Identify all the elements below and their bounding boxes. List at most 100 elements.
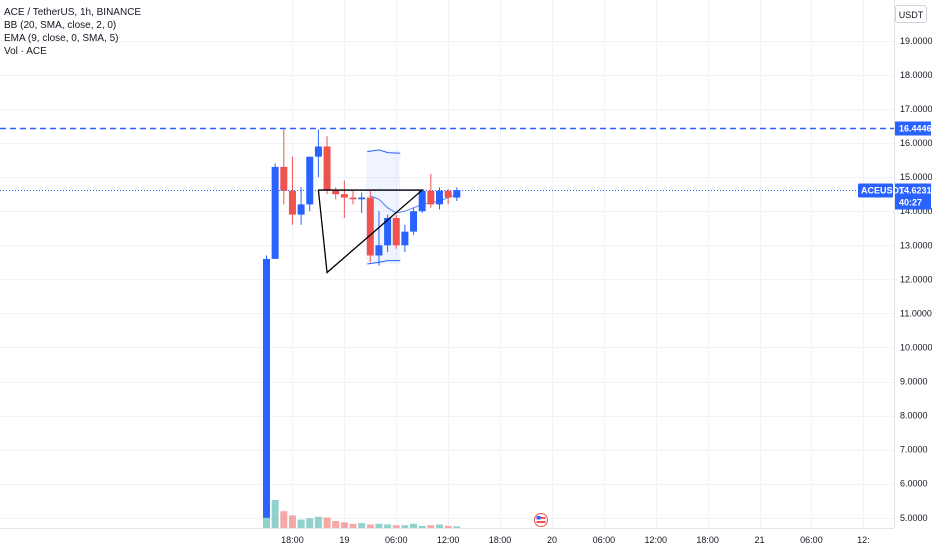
candle-body	[297, 204, 305, 215]
candle-body	[427, 190, 435, 205]
chart-grid	[0, 0, 894, 528]
candle-body	[314, 146, 322, 157]
candle-body	[263, 258, 270, 518]
candle-body	[436, 190, 443, 205]
time-tick-label: 21	[755, 535, 765, 545]
time-tick-label: 12:	[857, 535, 870, 545]
price-tick-label: 16.0000	[900, 138, 932, 148]
price-lines	[0, 127, 894, 191]
volume-bar	[288, 515, 296, 528]
volume-bar	[401, 525, 409, 528]
time-tick-label: 12:00	[644, 535, 667, 545]
candlesticks[interactable]	[263, 129, 461, 518]
volume-bar	[271, 500, 279, 528]
candle-body	[306, 156, 314, 205]
candle-body	[453, 190, 461, 198]
time-tick-label: 18:00	[489, 535, 512, 545]
time-tick-label: 18:00	[281, 535, 304, 545]
price-tick-label: 17.0000	[900, 104, 932, 114]
horizontal-line-tag	[895, 121, 931, 136]
candle-body	[375, 245, 383, 256]
legend-volume-indicator[interactable]: Vol · ACE	[4, 46, 47, 57]
time-tick-label: 20	[547, 535, 557, 545]
time-tick-label: 06:00	[385, 535, 408, 545]
time-axis-background	[0, 528, 894, 550]
candle-body	[323, 146, 331, 191]
volume-bar	[418, 525, 426, 528]
triangle-drawing	[317, 189, 424, 274]
candle-body	[444, 190, 452, 198]
volume-bar	[366, 524, 374, 528]
price-tick-label: 5.0000	[900, 513, 928, 523]
countdown-label: 40:27	[899, 198, 922, 208]
candle-body	[349, 197, 357, 200]
us-flag-canton	[536, 516, 541, 520]
currency-button[interactable]: USDT	[895, 5, 927, 23]
volume-bar	[384, 524, 392, 528]
candle-body	[410, 211, 418, 232]
price-tick-label: 6.0000	[900, 479, 928, 489]
price-tags: 16.4446 14.6231 40:27 ACEUSDT	[858, 121, 932, 210]
candle-body	[358, 197, 366, 200]
price-tick-label: 14.0000	[900, 206, 932, 216]
candle-body	[280, 166, 288, 191]
triangle-pattern[interactable]	[317, 189, 424, 274]
price-tick-label: 10.0000	[900, 342, 932, 352]
price-tick-label: 19.0000	[900, 36, 932, 46]
candle-body	[271, 166, 279, 259]
volume-bar	[340, 522, 348, 528]
volume-bar	[392, 525, 400, 528]
last-price-tag	[895, 183, 931, 210]
us-flag-stripe	[536, 517, 546, 519]
bollinger-upper-line	[367, 149, 401, 154]
volume-bar	[444, 525, 452, 528]
volume-bar	[280, 511, 288, 528]
time-tick-label: 19	[339, 535, 349, 545]
price-tick-label: 18.0000	[900, 70, 932, 80]
volume-bar	[436, 524, 443, 528]
price-tick-label: 7.0000	[900, 445, 928, 455]
volume-bar	[306, 518, 314, 528]
price-axis-background	[894, 0, 932, 550]
price-tick-label: 15.0000	[900, 172, 932, 182]
candle-body	[418, 190, 426, 212]
symbol-tag-label: ACEUSDT	[861, 186, 905, 196]
price-axis[interactable]: 19.0000 18.0000 17.0000 16.0000 15.0000 14.00…	[894, 0, 932, 550]
price-tick-label: 11.0000	[900, 308, 932, 318]
volume-bar	[297, 519, 305, 528]
time-tick-label: 06:00	[800, 535, 823, 545]
volume-bar	[314, 516, 322, 528]
time-axis[interactable]: 18:00 19 06:00 12:00 18:00 20 06:00 12:00 18:00 2…	[0, 528, 894, 550]
volume-bar	[453, 526, 461, 528]
price-tick-label: 9.0000	[900, 377, 928, 387]
us-flag-stripe	[536, 521, 546, 523]
time-tick-label: 06:00	[593, 535, 616, 545]
candle-body	[332, 190, 340, 195]
price-tick-label: 8.0000	[900, 411, 928, 421]
candle-body	[366, 197, 374, 256]
chart-legend: ACE / TetherUS, 1h, BINANCE BB (20, SMA,…	[4, 6, 141, 58]
last-price-label: 14.6231	[899, 186, 932, 196]
horizontal-line-price-label: 16.4446	[899, 124, 932, 134]
candle-body	[340, 194, 348, 198]
candle-body	[288, 190, 296, 215]
event-markers[interactable]	[534, 513, 548, 527]
volume-bar	[358, 523, 366, 528]
symbol-tag	[858, 183, 893, 198]
volume-bar	[323, 517, 331, 528]
volume-bar	[375, 523, 383, 528]
volume-bar	[427, 525, 435, 528]
time-tick-label: 18:00	[696, 535, 719, 545]
us-flag-event-icon	[534, 513, 548, 527]
legend-bb-indicator[interactable]: BB (20, SMA, close, 2, 0)	[4, 20, 117, 31]
volume-bar	[332, 521, 340, 528]
price-tick-label: 12.0000	[900, 274, 932, 284]
candle-body	[392, 218, 400, 246]
legend-symbol[interactable]: ACE / TetherUS, 1h, BINANCE	[4, 7, 142, 18]
bollinger-lower-line	[367, 260, 401, 265]
candle-body	[384, 218, 392, 246]
volume-bar	[410, 523, 418, 528]
candle-body	[401, 231, 409, 246]
legend-ema-indicator[interactable]: EMA (9, close, 0, SMA, 5)	[4, 33, 119, 44]
